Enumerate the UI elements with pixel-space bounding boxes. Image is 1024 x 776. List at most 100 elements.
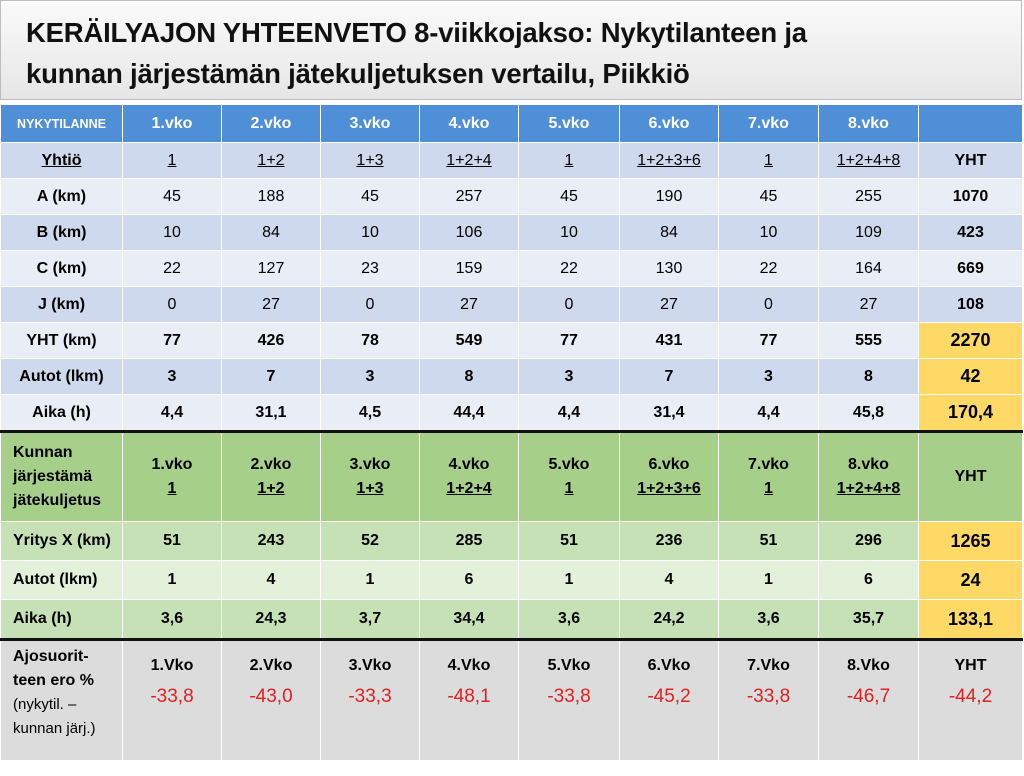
value-cell: 109: [818, 214, 919, 251]
current-data-row: YHT (km) 77 426 78 549 77 431 77 555 2270: [0, 322, 1023, 359]
difference-cell: 6.Vko -45,2: [619, 638, 719, 761]
current-header-label: NYKYTILANNE: [0, 104, 123, 143]
value-cell: 3,6: [518, 599, 620, 640]
company-combo: 1: [167, 151, 177, 169]
municipal-header-row: Kunnan järjestämä jätekuljetus 1.vko 1 2.vko 1…: [0, 431, 1023, 522]
value-cell: 10: [320, 214, 420, 251]
value-cell: 4,4: [122, 394, 222, 433]
row-label: J (km): [0, 286, 123, 323]
municipal-week-header: 8.vko 1+2+4+8: [818, 431, 919, 522]
value-cell: 27: [818, 286, 919, 323]
row-label: C (km): [0, 250, 123, 287]
municipal-label-line: Kunnan: [13, 444, 73, 461]
municipal-week-header: 4.vko 1+2+4: [419, 431, 519, 522]
difference-value: -33,3: [348, 686, 392, 707]
value-cell: 24,2: [619, 599, 719, 640]
company-combo: 1+2: [257, 480, 285, 497]
company-combo: 1+2+4+8: [836, 480, 901, 497]
week-header: 8.vko: [818, 104, 919, 143]
value-cell: 27: [221, 286, 321, 323]
row-label: Yritys X (km): [0, 521, 123, 561]
total-cell: 2270: [918, 322, 1023, 359]
value-cell: 84: [619, 214, 719, 251]
municipal-data-row: Autot (lkm) 1 4 1 6 1 4 1 6 24: [0, 560, 1023, 600]
comparison-table: NYKYTILANNE 1.vko 2.vko 3.vko 4.vko 5.vko 6.vk…: [0, 104, 1023, 761]
municipal-header-label: Kunnan järjestämä jätekuljetus: [0, 431, 123, 522]
difference-value: -43,0: [249, 686, 293, 707]
value-cell: 4,5: [320, 394, 420, 433]
value-cell: 236: [619, 521, 719, 561]
current-header-row: NYKYTILANNE 1.vko 2.vko 3.vko 4.vko 5.vko 6.vk…: [0, 104, 1023, 143]
value-cell: 4,4: [518, 394, 620, 433]
value-cell: 257: [419, 178, 519, 215]
difference-value: -46,7: [846, 686, 891, 707]
difference-week-label: 4.Vko: [447, 657, 491, 674]
municipal-week-header: 6.vko 1+2+3+6: [619, 431, 719, 522]
value-cell: 22: [122, 250, 222, 287]
company-combo: 1+2: [257, 151, 285, 169]
difference-value: -45,2: [647, 686, 691, 707]
value-cell: 31,4: [619, 394, 719, 433]
value-cell: 84: [221, 214, 321, 251]
title-line-2: kunnan järjestämän jätekuljetuksen verta…: [26, 58, 690, 89]
current-data-row: Autot (lkm) 3 7 3 8 3 7 3 8 42: [0, 358, 1023, 395]
value-cell: 24,3: [221, 599, 321, 640]
difference-cell: 8.Vko -46,7: [818, 638, 919, 761]
value-cell: 27: [619, 286, 719, 323]
value-cell: 243: [221, 521, 321, 561]
value-cell: 3: [320, 358, 420, 395]
company-cell: 1: [122, 142, 222, 179]
company-row-total: YHT: [918, 142, 1023, 179]
value-cell: 7: [619, 358, 719, 395]
week-label: 6.vko: [648, 456, 690, 473]
value-cell: 3,6: [718, 599, 819, 640]
row-label: Autot (lkm): [0, 358, 123, 395]
value-cell: 549: [419, 322, 519, 359]
difference-row: Ajosuorit-teen ero % (nykytil. – kunnan jä…: [0, 638, 1023, 761]
value-cell: 3: [122, 358, 222, 395]
value-cell: 51: [718, 521, 819, 561]
company-cell: 1: [518, 142, 620, 179]
value-cell: 4: [221, 560, 321, 600]
company-combo: 1+2+4+8: [836, 151, 901, 169]
value-cell: 23: [320, 250, 420, 287]
value-cell: 1: [518, 560, 620, 600]
current-data-row: B (km) 10 84 10 106 10 84 10 109 423: [0, 214, 1023, 251]
difference-cell: 4.Vko -48,1: [419, 638, 519, 761]
difference-cell: 5.Vko -33,8: [518, 638, 620, 761]
week-label: 4.vko: [448, 456, 490, 473]
municipal-label-line: jätekuljetus: [13, 492, 102, 509]
total-cell: 24: [918, 560, 1023, 600]
company-label-text: Yhtiö: [41, 151, 82, 169]
value-cell: 3,6: [122, 599, 222, 640]
week-label: 8.vko: [848, 456, 889, 473]
municipal-label-line: järjestämä: [13, 468, 93, 485]
municipal-data-row: Aika (h) 3,6 24,3 3,7 34,4 3,6 24,2 3,6 35,7 133,…: [0, 599, 1023, 640]
difference-label-line: teen ero %: [13, 672, 94, 689]
value-cell: 0: [518, 286, 620, 323]
value-cell: 127: [221, 250, 321, 287]
difference-label: Ajosuorit-teen ero % (nykytil. – kunnan jä…: [0, 638, 123, 761]
value-cell: 3,7: [320, 599, 420, 640]
value-cell: 8: [818, 358, 919, 395]
value-cell: 52: [320, 521, 420, 561]
total-cell: 1070: [918, 178, 1023, 215]
value-cell: 22: [518, 250, 620, 287]
value-cell: 1: [122, 560, 222, 600]
value-cell: 51: [122, 521, 222, 561]
week-header: 3.vko: [320, 104, 420, 143]
difference-week-label: 1.Vko: [150, 657, 194, 674]
value-cell: 45: [320, 178, 420, 215]
company-combo: 1+3: [356, 151, 384, 169]
week-label: 7.vko: [748, 456, 789, 473]
row-label: B (km): [0, 214, 123, 251]
value-cell: 34,4: [419, 599, 519, 640]
week-header: 6.vko: [619, 104, 719, 143]
difference-label-line: Ajosuorit-: [13, 648, 89, 665]
difference-cell: 7.Vko -33,8: [718, 638, 819, 761]
value-cell: 10: [718, 214, 819, 251]
value-cell: 188: [221, 178, 321, 215]
value-cell: 10: [518, 214, 620, 251]
company-combo: 1: [764, 151, 773, 169]
row-label: Aika (h): [0, 599, 123, 640]
